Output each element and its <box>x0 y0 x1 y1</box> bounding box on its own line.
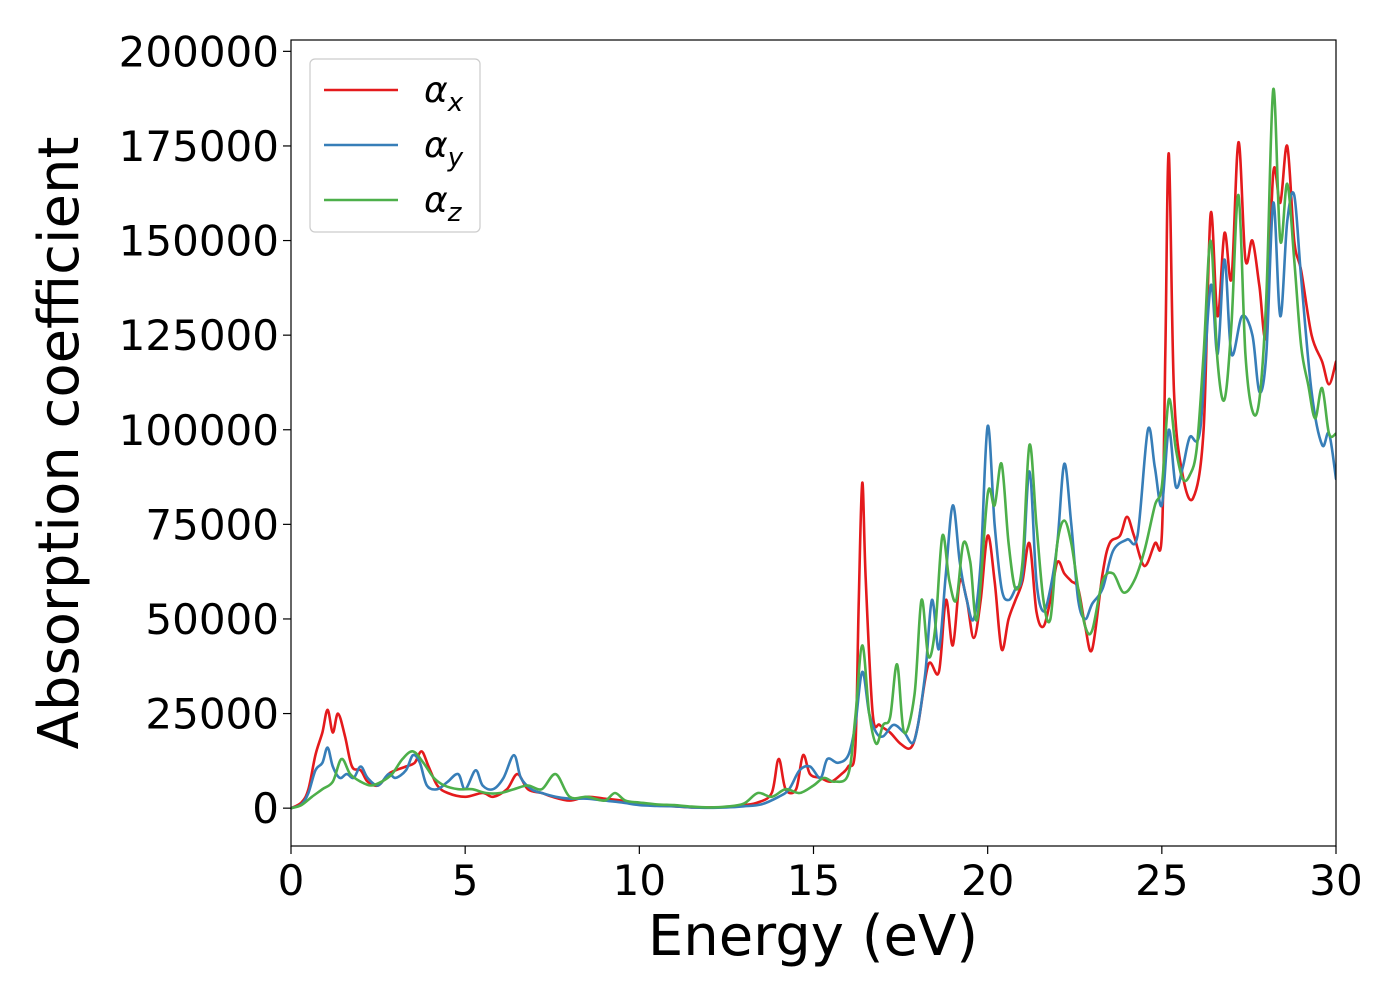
y-tick-label: 175000 <box>119 122 279 171</box>
y-tick-label: 200000 <box>119 27 279 76</box>
x-tick-label: 30 <box>1309 856 1362 905</box>
y-tick-label: 100000 <box>119 406 279 455</box>
x-tick-label: 5 <box>452 856 479 905</box>
x-tick-label: 0 <box>278 856 305 905</box>
x-axis: 0 5 10 15 20 25 30 <box>278 846 1363 905</box>
y-tick-label: 125000 <box>119 311 279 360</box>
y-tick-label: 150000 <box>119 217 279 266</box>
x-tick-label: 20 <box>961 856 1014 905</box>
x-axis-label: Energy (eV) <box>648 904 978 969</box>
legend-label-alpha-z: αz <box>424 180 463 228</box>
x-tick-label: 25 <box>1135 856 1188 905</box>
series-line-alpha-y <box>291 191 1336 810</box>
legend: αx αy αz <box>309 58 481 233</box>
y-tick-label: 0 <box>252 784 279 833</box>
x-tick-label: 10 <box>613 856 666 905</box>
y-axis-label: Absorption coefficient <box>27 137 92 750</box>
legend-label-alpha-y: αy <box>424 125 464 173</box>
x-tick-label: 15 <box>787 856 840 905</box>
y-axis: 0 25000 50000 75000 100000 125000 150000 175000… <box>119 27 291 833</box>
series-line-alpha-z <box>291 87 1336 810</box>
y-tick-label: 25000 <box>145 690 279 739</box>
legend-label-alpha-x: αx <box>424 70 464 118</box>
y-tick-label: 50000 <box>145 595 279 644</box>
series-lines <box>291 87 1336 810</box>
y-tick-label: 75000 <box>145 500 279 549</box>
